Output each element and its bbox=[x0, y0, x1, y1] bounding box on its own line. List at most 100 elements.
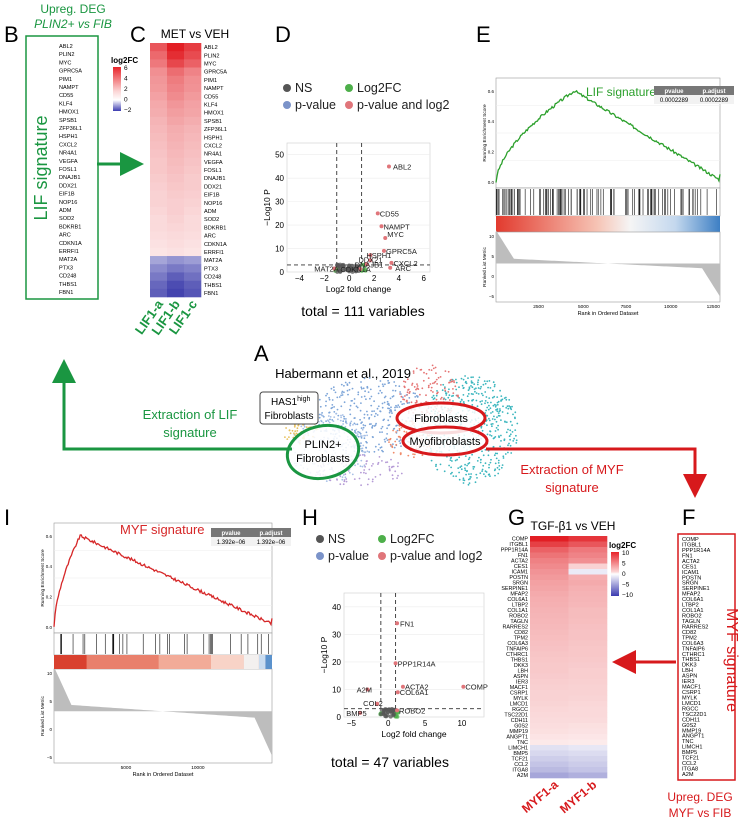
legend-tick: 4 bbox=[124, 76, 128, 83]
cell-point bbox=[388, 407, 391, 410]
cell-point bbox=[285, 427, 287, 429]
point-label: MYC bbox=[387, 230, 404, 239]
cell-point bbox=[360, 381, 362, 383]
cell-point bbox=[476, 477, 478, 479]
cell-point bbox=[365, 463, 368, 465]
cell-point bbox=[396, 429, 399, 432]
cell-point bbox=[351, 473, 354, 476]
extract-myf-2: signature bbox=[545, 480, 598, 495]
cell-point bbox=[498, 410, 501, 413]
cell-point bbox=[365, 431, 368, 434]
x-axis-label: Rank in Ordered Dataset bbox=[578, 311, 639, 317]
heat-cell bbox=[167, 198, 185, 208]
cell-point bbox=[356, 433, 359, 435]
cell-point bbox=[505, 396, 507, 399]
cell-point bbox=[399, 442, 402, 445]
cell-point bbox=[470, 380, 473, 382]
cell-point bbox=[515, 442, 518, 444]
heat-row-label: ABL2 bbox=[204, 45, 218, 51]
cell-point bbox=[500, 399, 503, 402]
heat-cell bbox=[568, 585, 608, 592]
cell-point bbox=[498, 415, 501, 417]
cell-point bbox=[496, 452, 499, 455]
cell-point bbox=[489, 407, 492, 410]
point-label: GPRC5A bbox=[386, 247, 417, 256]
cell-point bbox=[397, 404, 400, 407]
cell-point bbox=[366, 434, 368, 437]
y-tick: 0.6 bbox=[46, 534, 53, 539]
heat-cell bbox=[530, 640, 569, 647]
cell-point bbox=[395, 443, 398, 446]
cell-point bbox=[430, 459, 433, 462]
cell-point bbox=[510, 408, 513, 411]
cell-point bbox=[373, 410, 375, 412]
arrow-myf-extraction bbox=[486, 447, 707, 498]
y-tick: 0.2 bbox=[488, 150, 495, 155]
heat-cell bbox=[530, 673, 569, 680]
cell-point bbox=[512, 413, 514, 416]
cell-point bbox=[458, 478, 461, 481]
panel-f-gene: MFAP2 bbox=[682, 592, 700, 598]
cell-point bbox=[411, 384, 413, 386]
cell-point bbox=[348, 471, 351, 474]
heat-cell bbox=[150, 256, 168, 265]
panel-b-gene: ARC bbox=[59, 233, 71, 239]
panel-b-gene: DDX21 bbox=[59, 183, 77, 189]
cell-point bbox=[497, 424, 499, 427]
cell-point bbox=[473, 383, 476, 386]
heat-cell bbox=[184, 182, 202, 191]
legend-tick: −10 bbox=[622, 592, 633, 599]
heat-cell bbox=[530, 646, 569, 652]
cell-point bbox=[328, 396, 330, 399]
cell-point bbox=[487, 408, 490, 411]
cell-point bbox=[448, 399, 451, 401]
cell-point bbox=[371, 436, 374, 438]
heat-cell bbox=[530, 734, 569, 740]
panel-b-gene: ZFP36L1 bbox=[59, 126, 82, 132]
heat-cell bbox=[530, 541, 569, 548]
cell-point bbox=[374, 445, 377, 448]
cell-point bbox=[381, 431, 383, 433]
cell-point bbox=[366, 483, 369, 486]
panel-h-volcano: 0 10 20 30 40 −5 0 5 10 Log2 fold change −Log10 P F… bbox=[319, 592, 488, 739]
cell-point bbox=[452, 388, 454, 390]
panel-f-gene: POSTN bbox=[682, 575, 701, 581]
cell-point bbox=[455, 475, 457, 478]
cell-point bbox=[383, 396, 386, 399]
cell-point bbox=[357, 435, 360, 438]
cell-point bbox=[456, 458, 458, 461]
cell-point bbox=[462, 482, 465, 484]
heat-cell bbox=[167, 272, 185, 281]
cell-point bbox=[356, 406, 359, 409]
cell-point bbox=[490, 458, 492, 461]
x-tick: −4 bbox=[295, 274, 305, 283]
panel-f-footer-1: Upreg. DEG bbox=[667, 790, 732, 804]
heat-row-label: NR4A1 bbox=[204, 152, 222, 158]
heat-cell bbox=[568, 552, 608, 559]
cell-point bbox=[359, 445, 362, 447]
cell-point bbox=[466, 470, 468, 472]
point-label: BMP5 bbox=[346, 709, 366, 718]
cell-point bbox=[398, 385, 401, 388]
cell-point bbox=[507, 407, 510, 410]
cell-point bbox=[500, 434, 502, 437]
cell-point bbox=[484, 382, 487, 385]
cell-point bbox=[415, 395, 418, 397]
point-label: PPP1R14A bbox=[398, 659, 436, 668]
panel-b-gene: ABL2 bbox=[59, 44, 73, 50]
cell-point bbox=[484, 475, 487, 478]
cell-point bbox=[342, 420, 345, 423]
cell-point bbox=[381, 460, 383, 462]
cell-point bbox=[336, 408, 339, 411]
cell-point bbox=[361, 421, 363, 424]
cell-point bbox=[487, 454, 490, 457]
panel-g-legend-title: log2FC bbox=[609, 541, 636, 550]
cell-point bbox=[432, 398, 435, 400]
cell-point bbox=[357, 431, 359, 433]
rank-colour-segment bbox=[210, 655, 244, 669]
heat-row-label: FBN1 bbox=[204, 291, 218, 297]
y-tick: 0 bbox=[280, 268, 285, 277]
heat-cell bbox=[184, 264, 202, 273]
panel-f-gene: ACTA2 bbox=[682, 559, 700, 565]
cell-point bbox=[471, 453, 473, 456]
